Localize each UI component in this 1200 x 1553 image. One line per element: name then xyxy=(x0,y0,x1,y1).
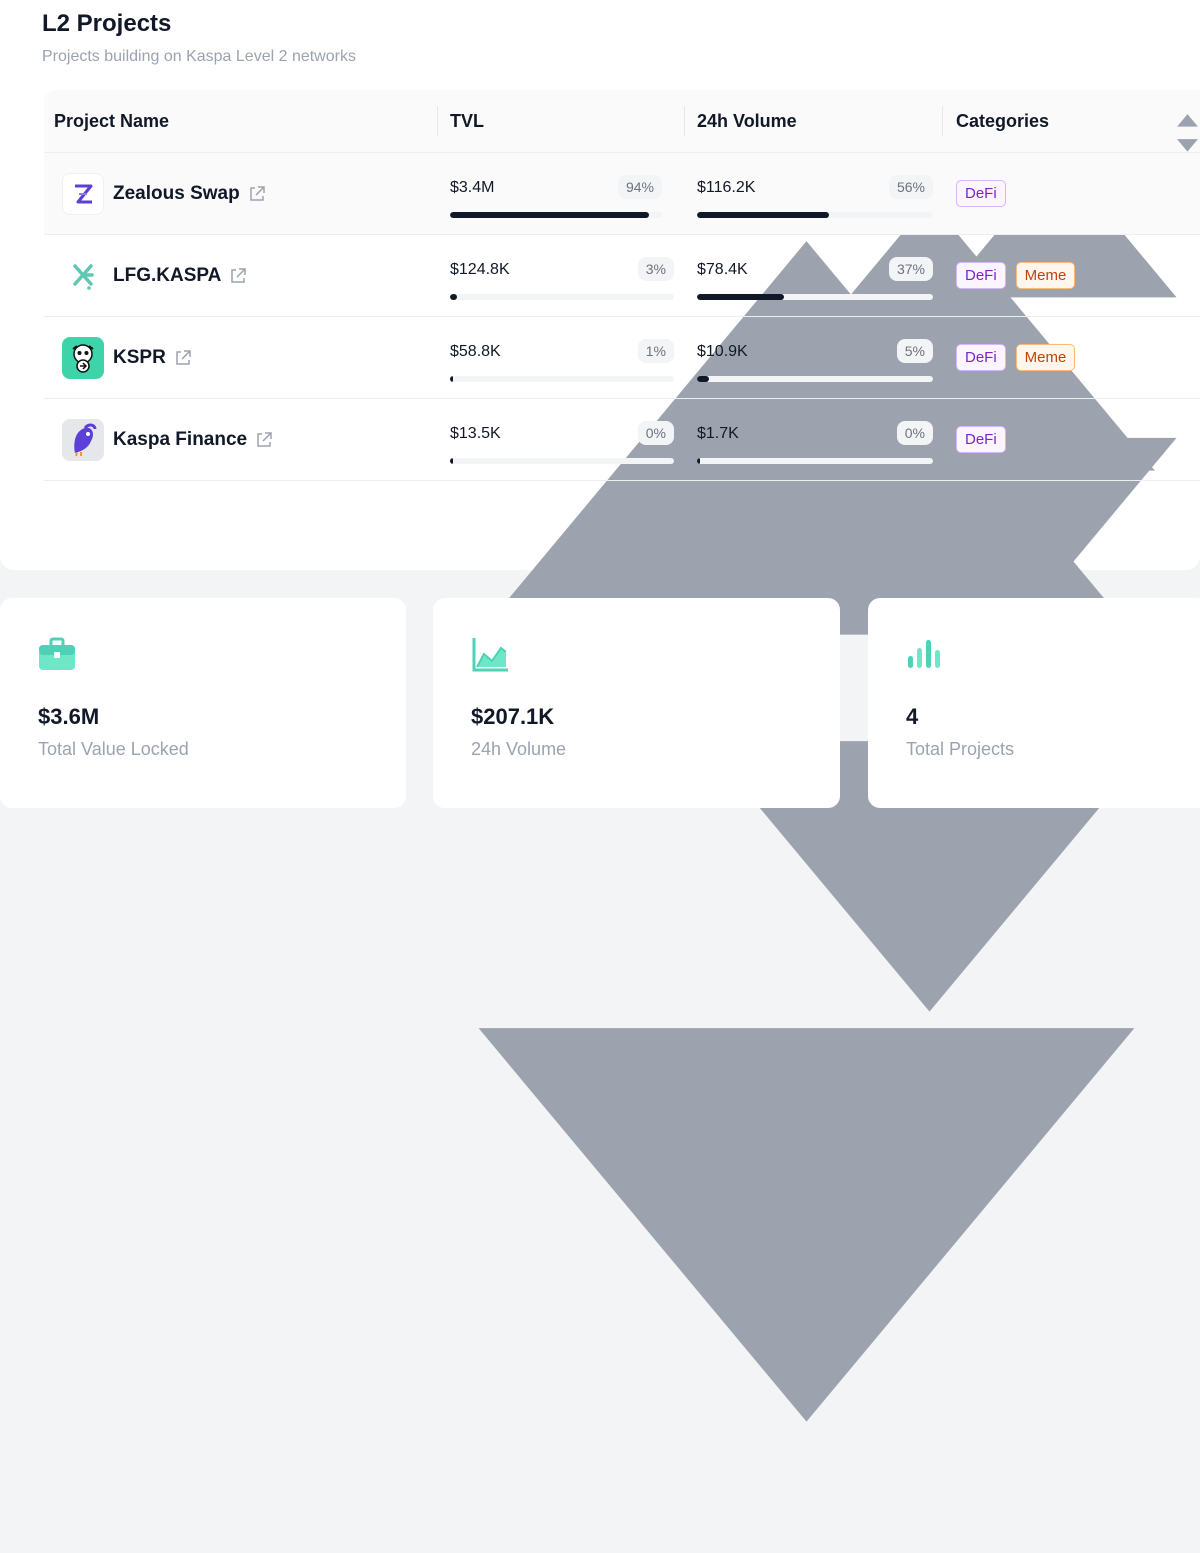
external-link-icon[interactable] xyxy=(174,349,192,367)
volume-bar-fill xyxy=(697,458,700,464)
volume-cell: $10.9K 5% xyxy=(697,339,933,382)
projects-table: Project Name TVL 24h Volume Categories xyxy=(44,90,1200,1422)
category-tag-defi[interactable]: DeFi xyxy=(956,180,1006,207)
volume-bar-fill xyxy=(697,294,785,300)
bar-chart-icon xyxy=(908,640,940,668)
table-row[interactable]: Kaspa Finance $13.5K 0% $1.7K 0% DeFi xyxy=(44,399,1200,481)
category-tag-defi[interactable]: DeFi xyxy=(956,426,1006,453)
project-name[interactable]: Kaspa Finance xyxy=(113,429,273,451)
volume-value: $78.4K xyxy=(697,261,748,278)
stat-value: 4 xyxy=(906,704,919,729)
table-row[interactable]: Zealous Swap $3.4M 94% $116.2K 56% DeFi xyxy=(44,153,1200,235)
tvl-bar xyxy=(450,458,674,464)
volume-value: $1.7K xyxy=(697,425,739,442)
tvl-bar xyxy=(450,294,674,300)
tvl-percent: 94% xyxy=(617,175,662,199)
volume-value: $116.2K xyxy=(697,179,756,196)
table-row[interactable]: KSPR $58.8K 1% $10.9K 5% DeFi Meme xyxy=(44,317,1200,399)
stat-card-tvl: $3.6M Total Value Locked xyxy=(0,598,406,808)
stat-label: Total Value Locked xyxy=(38,739,189,759)
stat-value: $207.1K xyxy=(471,704,555,729)
tvl-cell: $58.8K 1% xyxy=(450,339,674,382)
category-tag-defi[interactable]: DeFi xyxy=(956,344,1006,371)
projects-card: L2 Projects Projects building on Kaspa L… xyxy=(0,0,1200,1422)
sort-icon[interactable] xyxy=(1175,110,1200,156)
category-tag-meme[interactable]: Meme xyxy=(1015,262,1076,289)
page-subtitle: Projects building on Kaspa Level 2 netwo… xyxy=(42,48,356,65)
stat-card-volume: $207.1K 24h Volume xyxy=(433,598,840,808)
page-title: L2 Projects xyxy=(42,10,172,37)
column-header-project-name[interactable]: Project Name xyxy=(54,111,170,131)
category-tag-meme[interactable]: Meme xyxy=(1015,344,1076,371)
volume-percent: 5% xyxy=(896,339,933,363)
stat-value: $3.6M xyxy=(38,704,100,729)
zealous-swap-logo xyxy=(62,173,104,215)
volume-cell: $78.4K 37% xyxy=(697,257,933,300)
briefcase-icon xyxy=(39,637,75,670)
table-header: Project Name TVL 24h Volume Categories xyxy=(44,90,1200,1422)
stat-label: 24h Volume xyxy=(471,739,567,759)
category-tags: DeFi Meme xyxy=(956,344,1076,371)
kspr-logo xyxy=(62,337,104,379)
project-name[interactable]: KSPR xyxy=(113,347,192,369)
volume-cell: $1.7K 0% xyxy=(697,421,933,464)
column-header-tvl[interactable]: TVL xyxy=(450,111,484,131)
tvl-bar-fill xyxy=(450,376,453,382)
table-row[interactable]: LFG.KASPA $124.8K 3% $78.4K 37% DeFi Mem… xyxy=(44,235,1200,317)
project-name[interactable]: Zealous Swap xyxy=(113,183,266,205)
external-link-icon[interactable] xyxy=(248,185,266,203)
tvl-value: $124.8K xyxy=(450,261,510,278)
volume-bar xyxy=(697,212,933,218)
kaspa-finance-logo xyxy=(62,419,104,461)
external-link-icon[interactable] xyxy=(255,431,273,449)
category-tags: DeFi Meme xyxy=(956,262,1076,289)
tvl-value: $3.4M xyxy=(450,179,495,196)
tvl-bar xyxy=(450,376,674,382)
column-header-volume[interactable]: 24h Volume xyxy=(697,111,797,131)
project-name[interactable]: LFG.KASPA xyxy=(113,265,247,287)
tvl-cell: $13.5K 0% xyxy=(450,421,674,464)
volume-bar xyxy=(697,458,933,464)
volume-percent: 56% xyxy=(888,175,933,199)
tvl-value: $58.8K xyxy=(450,343,501,360)
area-chart-icon xyxy=(472,638,508,672)
tvl-bar xyxy=(450,212,662,218)
volume-percent: 37% xyxy=(888,257,933,281)
volume-percent: 0% xyxy=(896,421,933,445)
external-link-icon[interactable] xyxy=(229,267,247,285)
column-divider xyxy=(942,106,943,136)
tvl-bar-fill xyxy=(450,212,650,218)
tvl-percent: 1% xyxy=(637,339,674,363)
stat-label: Total Projects xyxy=(906,739,1015,759)
volume-bar-fill xyxy=(697,212,830,218)
stat-card-projects: 4 Total Projects xyxy=(868,598,1200,808)
tvl-cell: $3.4M 94% xyxy=(450,175,662,218)
column-header-categories[interactable]: Categories xyxy=(956,111,1050,131)
column-divider xyxy=(437,106,438,136)
volume-bar xyxy=(697,376,933,382)
volume-bar xyxy=(697,294,933,300)
tvl-percent: 3% xyxy=(637,257,674,281)
category-tags: DeFi xyxy=(956,180,1006,207)
column-divider xyxy=(684,106,685,136)
tvl-value: $13.5K xyxy=(450,425,501,442)
volume-cell: $116.2K 56% xyxy=(697,175,933,218)
category-tag-defi[interactable]: DeFi xyxy=(956,262,1006,289)
volume-bar-fill xyxy=(697,376,709,382)
category-tags: DeFi xyxy=(956,426,1006,453)
tvl-cell: $124.8K 3% xyxy=(450,257,674,300)
tvl-bar-fill xyxy=(450,294,457,300)
tvl-percent: 0% xyxy=(637,421,674,445)
tvl-bar-fill xyxy=(450,458,453,464)
lfg-kaspa-logo xyxy=(62,255,104,297)
volume-value: $10.9K xyxy=(697,343,748,360)
